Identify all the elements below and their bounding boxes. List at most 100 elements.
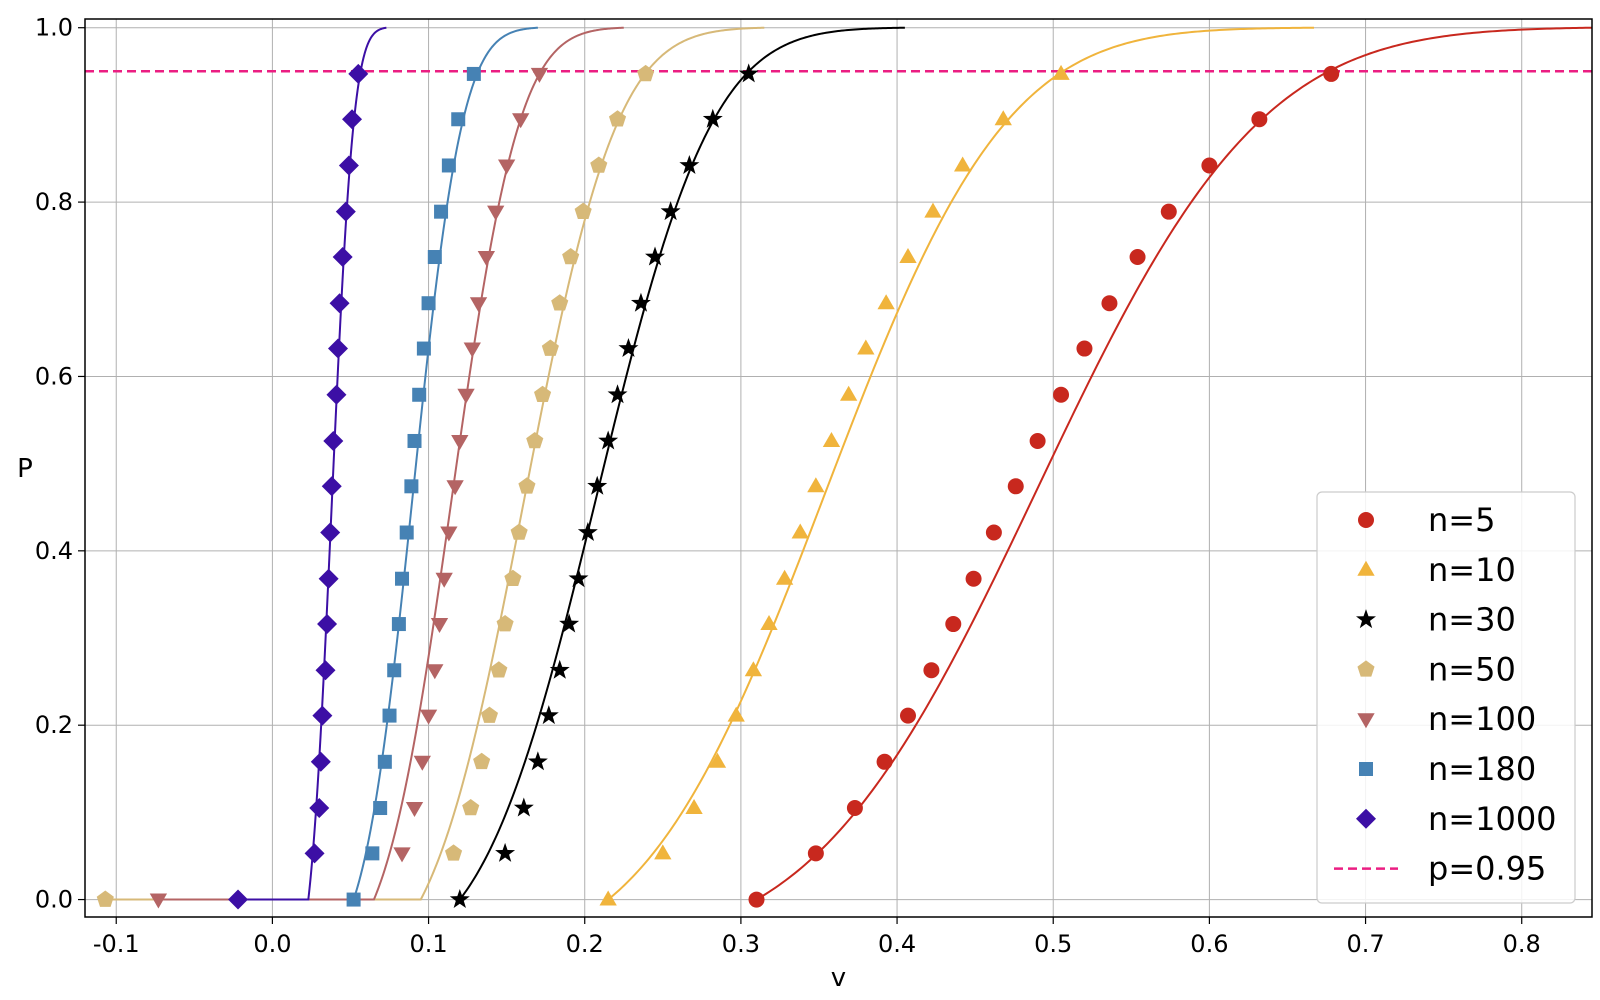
x-tick-label: 0.2 bbox=[566, 930, 604, 958]
data-point-n=30 bbox=[449, 889, 470, 909]
data-point-n=100 bbox=[477, 251, 496, 267]
data-point-n=30 bbox=[598, 430, 619, 450]
data-point-n=100 bbox=[393, 847, 411, 863]
data-point-n=1000 bbox=[323, 430, 344, 451]
data-point-n=180 bbox=[451, 112, 466, 127]
data-point-n=10 bbox=[839, 385, 858, 401]
data-point-n=5 bbox=[985, 524, 1002, 541]
legend-label: n=10 bbox=[1428, 551, 1516, 589]
data-point-n=100 bbox=[149, 893, 168, 909]
data-point-n=180 bbox=[427, 250, 442, 265]
data-point-n=50 bbox=[490, 661, 508, 678]
data-point-n=180 bbox=[421, 296, 436, 311]
curve-n=30 bbox=[459, 26, 905, 901]
data-point-n=10 bbox=[685, 799, 703, 815]
data-point-n=180 bbox=[387, 663, 402, 678]
x-tick-label: 0.6 bbox=[1190, 930, 1228, 958]
data-point-n=100 bbox=[487, 205, 505, 221]
data-point-n=50 bbox=[526, 431, 544, 449]
data-point-n=100 bbox=[413, 755, 431, 771]
legend-label: n=30 bbox=[1428, 601, 1516, 639]
data-point-n=180 bbox=[373, 801, 388, 816]
x-tick-label: 0.8 bbox=[1503, 930, 1541, 958]
data-point-n=5 bbox=[807, 845, 824, 862]
y-axis-label: P bbox=[17, 454, 33, 484]
data-point-n=180 bbox=[404, 479, 419, 494]
data-point-n=50 bbox=[574, 202, 592, 219]
x-tick-label: 0.5 bbox=[1034, 930, 1072, 958]
data-point-n=10 bbox=[857, 339, 875, 355]
data-point-n=180 bbox=[382, 708, 397, 723]
data-point-n=1000 bbox=[329, 293, 350, 314]
data-point-n=30 bbox=[630, 292, 651, 312]
data-point-n=50 bbox=[473, 752, 491, 770]
x-tick-label: 0.1 bbox=[409, 930, 447, 958]
data-point-n=1000 bbox=[338, 155, 359, 176]
data-point-n=100 bbox=[512, 113, 530, 129]
y-tick-label: 0.0 bbox=[35, 886, 73, 914]
data-point-n=10 bbox=[877, 294, 895, 310]
data-point-n=10 bbox=[994, 110, 1012, 126]
legend-label: n=100 bbox=[1428, 700, 1536, 738]
legend-marker-n=30 bbox=[1356, 609, 1376, 629]
data-point-n=5 bbox=[965, 570, 982, 587]
data-point-n=5 bbox=[1160, 203, 1177, 220]
data-point-n=10 bbox=[654, 844, 672, 860]
data-point-n=180 bbox=[346, 892, 361, 907]
data-point-n=50 bbox=[504, 569, 522, 587]
data-point-n=10 bbox=[924, 202, 942, 218]
data-point-n=10 bbox=[953, 156, 972, 172]
data-point-n=1000 bbox=[326, 384, 347, 405]
curve-n=50 bbox=[105, 26, 765, 901]
data-point-n=5 bbox=[1029, 432, 1046, 449]
data-point-n=100 bbox=[469, 297, 488, 313]
legend-marker-n=50 bbox=[1357, 660, 1375, 677]
data-point-n=50 bbox=[637, 64, 655, 82]
x-tick-label: -0.1 bbox=[93, 930, 140, 958]
data-point-n=100 bbox=[497, 159, 516, 175]
data-point-n=30 bbox=[645, 246, 665, 266]
data-point-n=5 bbox=[1076, 340, 1093, 357]
data-point-n=5 bbox=[899, 707, 916, 724]
legend-marker-n=10 bbox=[1357, 560, 1375, 576]
data-point-n=1000 bbox=[320, 522, 341, 543]
data-point-n=180 bbox=[377, 754, 392, 769]
legend-label: n=50 bbox=[1428, 650, 1516, 688]
legend-label: n=180 bbox=[1428, 750, 1536, 788]
data-point-n=50 bbox=[480, 706, 499, 723]
data-point-n=30 bbox=[660, 201, 681, 221]
data-point-n=100 bbox=[426, 664, 444, 680]
x-tick-label: 0.7 bbox=[1346, 930, 1384, 958]
data-point-n=1000 bbox=[348, 63, 369, 84]
legend-marker-n=100 bbox=[1357, 713, 1375, 729]
data-point-n=180 bbox=[391, 617, 406, 632]
data-point-n=10 bbox=[807, 477, 825, 493]
data-point-n=50 bbox=[444, 844, 463, 861]
data-point-n=30 bbox=[702, 108, 723, 128]
data-point-n=30 bbox=[527, 751, 548, 771]
plot-frame bbox=[84, 18, 1593, 918]
data-point-n=180 bbox=[466, 66, 481, 81]
data-point-n=1000 bbox=[309, 798, 330, 819]
data-point-n=5 bbox=[945, 616, 962, 633]
data-point-n=30 bbox=[607, 384, 628, 404]
data-point-n=1000 bbox=[327, 338, 348, 359]
data-point-n=1000 bbox=[342, 109, 363, 130]
curve-n=10 bbox=[607, 26, 1315, 901]
data-point-n=50 bbox=[590, 156, 608, 173]
data-point-n=50 bbox=[518, 477, 536, 494]
legend-label: p=0.95 bbox=[1428, 850, 1546, 888]
data-point-n=30 bbox=[577, 522, 598, 542]
data-point-n=100 bbox=[405, 802, 424, 818]
axis-ticks: -0.1 0.0 0.1 0.2 0.3 0.4 0.5 0.6 0.7 0.8 0.0 0.2 0.4… bbox=[35, 14, 1541, 958]
data-point-n=180 bbox=[399, 525, 414, 540]
data-point-n=50 bbox=[534, 385, 552, 403]
data-point-n=100 bbox=[435, 572, 453, 588]
data-point-n=50 bbox=[562, 248, 580, 265]
data-point-n=100 bbox=[457, 388, 475, 404]
y-tick-label: 1.0 bbox=[35, 14, 73, 42]
series-markers bbox=[96, 63, 1340, 910]
data-point-n=180 bbox=[395, 571, 410, 586]
data-point-n=100 bbox=[463, 342, 481, 358]
